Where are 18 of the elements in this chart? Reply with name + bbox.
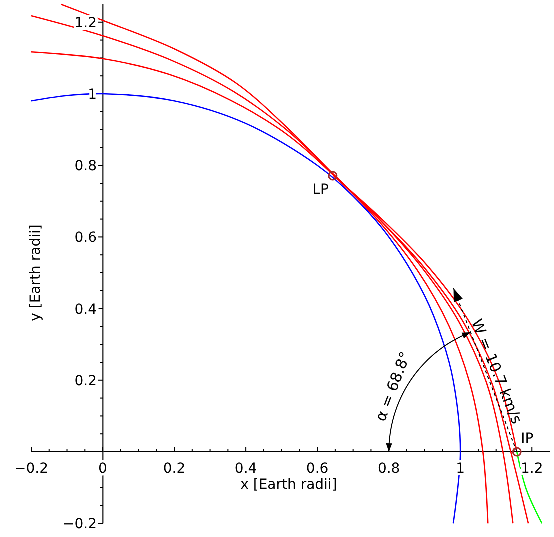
x-tick-label: 1.2	[520, 461, 544, 477]
y-tick-label: 0.8	[74, 158, 98, 175]
y-tick-label: 0.4	[74, 302, 98, 318]
x-axis-title: x [Earth radii]	[240, 477, 338, 493]
annotation: α = 68.8°	[372, 349, 415, 424]
x-tick-label: 0.2	[163, 461, 186, 477]
x-tick-label: 0.6	[306, 461, 329, 477]
annotation: LP	[312, 182, 329, 198]
y-tick-label: −0.2	[63, 516, 98, 533]
y-axis-title: y [Earth radii]	[28, 224, 44, 322]
y-tick-label: 1.2	[74, 15, 98, 32]
x-tick-label: −0.2	[14, 461, 48, 477]
y-tick-label: 0.6	[74, 230, 98, 246]
x-tick-label: 0.8	[378, 461, 400, 477]
y-tick-label: 0.2	[74, 373, 98, 390]
annotation: IP	[521, 431, 534, 447]
annotation: W = 10.7 km/s	[468, 316, 526, 427]
x-tick-label: 0.4	[234, 461, 258, 477]
